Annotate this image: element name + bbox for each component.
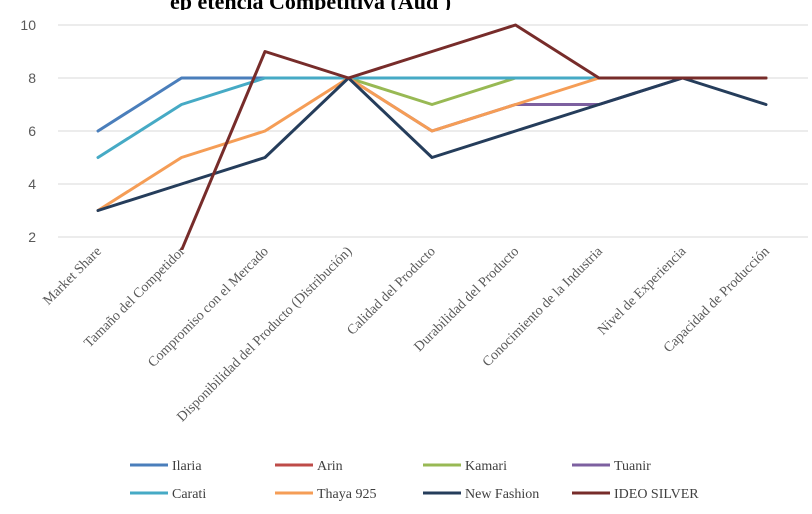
- legend-item: Ilaria: [130, 459, 202, 474]
- chart-title-area: ep etencia Competitiva (Aud ): [170, 0, 451, 14]
- legend-label: IDEO SILVER: [614, 487, 699, 502]
- series-line-ideo-silver: [180, 23, 768, 250]
- legend-item: Carati: [130, 487, 206, 502]
- legend-item: IDEO SILVER: [572, 487, 699, 502]
- x-tick-label: Disponibilidad del Producto (Distribució…: [175, 244, 356, 425]
- y-tick-label: 6: [28, 123, 36, 139]
- legend-label: Tuanir: [614, 459, 651, 474]
- legend-label: Carati: [172, 487, 206, 502]
- legend-item: Kamari: [423, 459, 507, 474]
- y-tick-label: 8: [28, 70, 36, 86]
- series-line-new-fashion: [96, 76, 768, 212]
- legend-label: Kamari: [465, 459, 507, 474]
- legend-label: New Fashion: [465, 487, 539, 502]
- x-tick-label: Calidad del Producto: [345, 244, 439, 338]
- x-tick-label: Market Share: [41, 244, 105, 308]
- legend-item: Thaya 925: [275, 487, 376, 502]
- series-lines: [96, 23, 768, 250]
- y-axis: 2 4 6 8 10: [20, 17, 36, 245]
- y-tick-label: 10: [20, 17, 36, 33]
- legend-label: Ilaria: [172, 459, 202, 474]
- legend-item: New Fashion: [423, 487, 539, 502]
- y-tick-label: 2: [28, 229, 36, 245]
- legend: Ilaria Arin Kamari Tuanir Carati Thaya 925 New…: [130, 459, 699, 502]
- chart-title: ep etencia Competitiva (Aud ): [170, 0, 451, 14]
- legend-item: Arin: [275, 459, 343, 474]
- y-tick-label: 4: [28, 176, 36, 192]
- x-tick-label: Nivel de Experiencia: [595, 244, 690, 339]
- legend-item: Tuanir: [572, 459, 651, 474]
- legend-label: Thaya 925: [317, 487, 376, 502]
- legend-label: Arin: [317, 459, 343, 474]
- series-line-carati: [96, 76, 768, 159]
